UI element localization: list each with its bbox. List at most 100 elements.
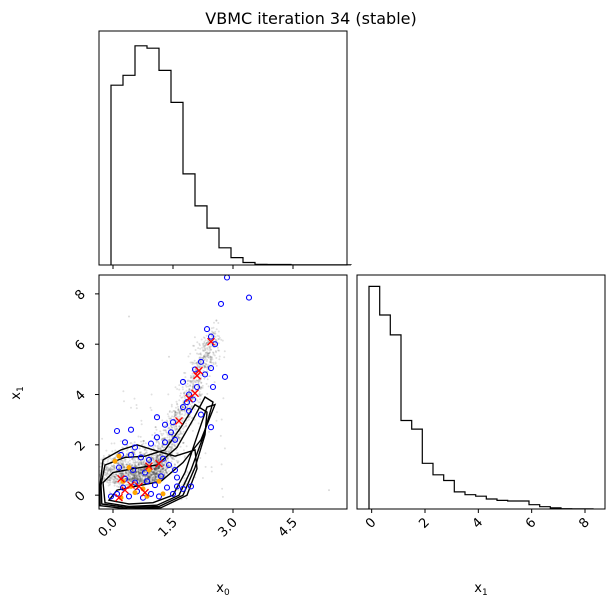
- training-point-blue: [129, 466, 137, 474]
- posterior-sample: [111, 476, 114, 479]
- inducing-point: [195, 366, 203, 375]
- posterior-sample: [164, 429, 167, 431]
- posterior-sample: [172, 409, 175, 412]
- posterior-sample: [140, 462, 143, 465]
- posterior-sample: [127, 461, 130, 464]
- posterior-sample: [143, 460, 146, 463]
- posterior-sample: [183, 392, 186, 395]
- posterior-sample: [151, 471, 154, 474]
- posterior-sample: [141, 463, 144, 466]
- posterior-sample: [215, 328, 218, 331]
- posterior-sample: [199, 347, 202, 350]
- posterior-sample: [100, 458, 103, 461]
- ylabel-x1-sub: 1: [16, 386, 26, 392]
- posterior-sample: [131, 478, 134, 481]
- posterior-sample: [139, 481, 142, 484]
- posterior-sample: [131, 457, 134, 460]
- xlabel-x1-sub: 1: [482, 588, 488, 598]
- posterior-sample: [138, 447, 141, 450]
- posterior-sample: [129, 478, 132, 480]
- posterior-sample: [123, 400, 125, 403]
- posterior-sample: [203, 365, 206, 368]
- posterior-sample: [124, 477, 127, 480]
- posterior-samples: [88, 315, 330, 501]
- posterior-sample: [191, 387, 194, 390]
- training-point-blue: [201, 371, 209, 378]
- posterior-sample: [203, 349, 206, 352]
- posterior-sample: [128, 459, 131, 462]
- posterior-sample: [125, 471, 127, 474]
- posterior-sample: [155, 472, 158, 475]
- ylabel-x1-name: x: [9, 392, 24, 400]
- posterior-sample: [197, 379, 200, 382]
- posterior-sample: [218, 355, 221, 358]
- posterior-sample: [141, 480, 144, 483]
- posterior-sample: [142, 453, 145, 456]
- posterior-sample: [163, 463, 165, 466]
- posterior-sample: [205, 351, 208, 354]
- posterior-sample: [131, 476, 134, 479]
- posterior-sample: [153, 475, 156, 478]
- posterior-sample: [94, 440, 96, 442]
- posterior-sample: [161, 454, 163, 457]
- posterior-sample: [127, 473, 130, 476]
- posterior-sample: [181, 420, 184, 423]
- posterior-sample: [140, 457, 143, 460]
- posterior-sample: [128, 475, 131, 477]
- posterior-sample: [138, 475, 141, 478]
- posterior-sample: [126, 452, 128, 455]
- posterior-sample: [118, 467, 120, 470]
- posterior-sample: [218, 358, 221, 361]
- posterior-sample: [158, 466, 160, 469]
- posterior-sample: [177, 460, 180, 463]
- posterior-sample: [170, 424, 173, 427]
- posterior-sample: [152, 457, 155, 460]
- posterior-sample: [135, 407, 138, 410]
- posterior-sample: [124, 477, 127, 480]
- training-point-blue: [119, 484, 127, 491]
- posterior-sample: [119, 440, 122, 443]
- posterior-sample: [182, 409, 185, 412]
- posterior-sample: [174, 428, 177, 431]
- posterior-sample: [220, 338, 223, 341]
- posterior-sample: [159, 447, 162, 450]
- posterior-sample: [200, 338, 203, 341]
- posterior-sample: [194, 368, 197, 371]
- posterior-sample: [96, 464, 98, 466]
- posterior-sample: [127, 472, 129, 475]
- posterior-sample: [153, 432, 156, 434]
- posterior-sample: [106, 469, 109, 472]
- posterior-sample: [113, 479, 116, 482]
- posterior-sample: [210, 466, 213, 469]
- posterior-sample: [190, 405, 193, 408]
- posterior-sample: [122, 463, 125, 466]
- training-point-blue: [125, 493, 133, 500]
- posterior-sample: [141, 474, 144, 477]
- posterior-sample: [138, 474, 140, 477]
- posterior-sample: [139, 479, 142, 482]
- posterior-sample: [183, 414, 186, 417]
- posterior-sample: [185, 406, 188, 409]
- posterior-sample: [124, 466, 127, 469]
- posterior-sample: [125, 471, 128, 474]
- posterior-sample: [168, 411, 171, 413]
- posterior-sample: [169, 417, 172, 420]
- posterior-sample: [199, 401, 202, 404]
- posterior-sample: [202, 343, 205, 346]
- posterior-sample: [151, 473, 154, 476]
- posterior-sample: [184, 425, 187, 428]
- posterior-sample: [187, 418, 190, 421]
- posterior-sample: [150, 474, 153, 477]
- posterior-sample: [178, 424, 181, 427]
- posterior-sample: [155, 469, 157, 472]
- posterior-sample: [130, 472, 133, 475]
- posterior-sample: [124, 458, 127, 461]
- posterior-sample: [152, 457, 155, 459]
- posterior-sample: [164, 424, 167, 427]
- posterior-sample: [200, 361, 202, 364]
- posterior-sample: [113, 480, 116, 483]
- posterior-sample: [173, 427, 176, 430]
- posterior-sample: [174, 411, 177, 414]
- posterior-sample: [93, 483, 95, 485]
- posterior-sample: [88, 476, 90, 478]
